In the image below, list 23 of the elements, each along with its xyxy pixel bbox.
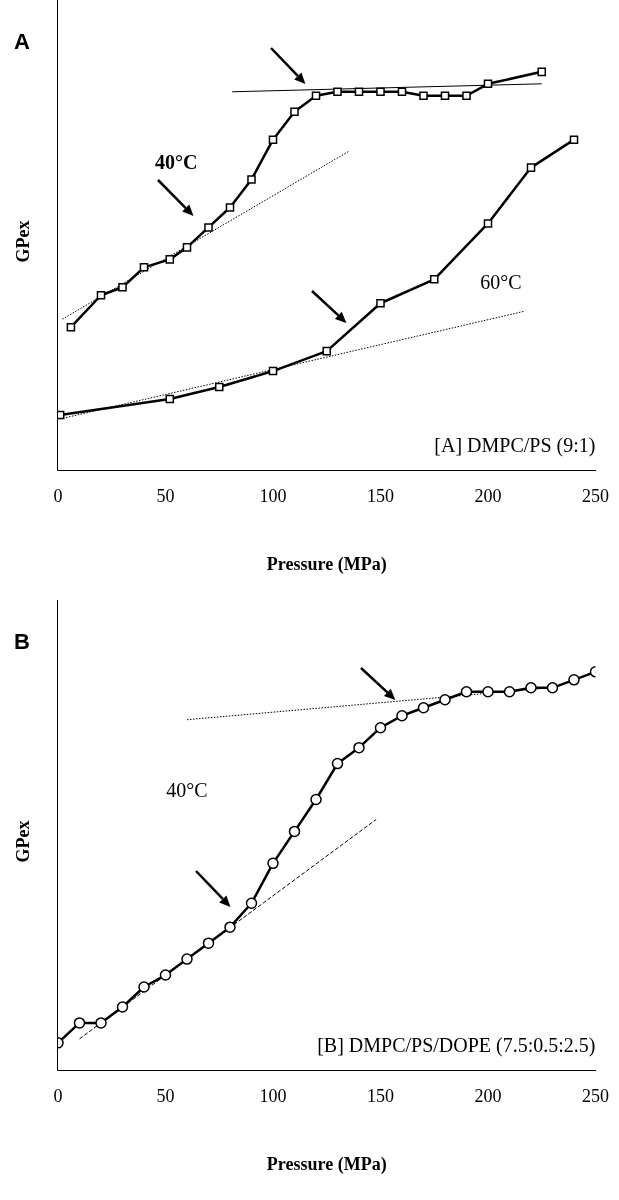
- x-tick-label: 100: [259, 1086, 287, 1107]
- x-tick-label: 250: [582, 486, 609, 507]
- x-tick-label: 0: [53, 1086, 63, 1107]
- y-axis-title: GPex: [12, 220, 33, 263]
- text: 40°C: [166, 778, 208, 801]
- x-tick-label: 0: [53, 486, 63, 507]
- text: 40°C: [155, 150, 198, 173]
- x-tick-label: 200: [474, 486, 502, 507]
- chart-title: A: [14, 29, 30, 55]
- annotation: [B] DMPC/PS/DOPE (7.5:0.5:2.5): [317, 1034, 596, 1058]
- x-tick-label: 200: [474, 1086, 502, 1107]
- annotation: [A] DMPC/PS (9:1): [434, 434, 596, 458]
- x-tick-label: 100: [259, 486, 287, 507]
- x-tick-label: 50: [156, 1086, 175, 1107]
- x-tick-label: 150: [367, 1086, 394, 1107]
- x-tick-label: 50: [156, 486, 175, 507]
- series-label: 60°C: [480, 270, 522, 293]
- x-axis-title: Pressure (MPa): [266, 1153, 387, 1175]
- x-axis-title: Pressure (MPa): [266, 553, 387, 575]
- x-tick-label: 250: [582, 1086, 609, 1107]
- y-axis-title: GPex: [12, 820, 33, 863]
- x-tick-label: 150: [367, 486, 394, 507]
- chart-title: B: [14, 629, 30, 655]
